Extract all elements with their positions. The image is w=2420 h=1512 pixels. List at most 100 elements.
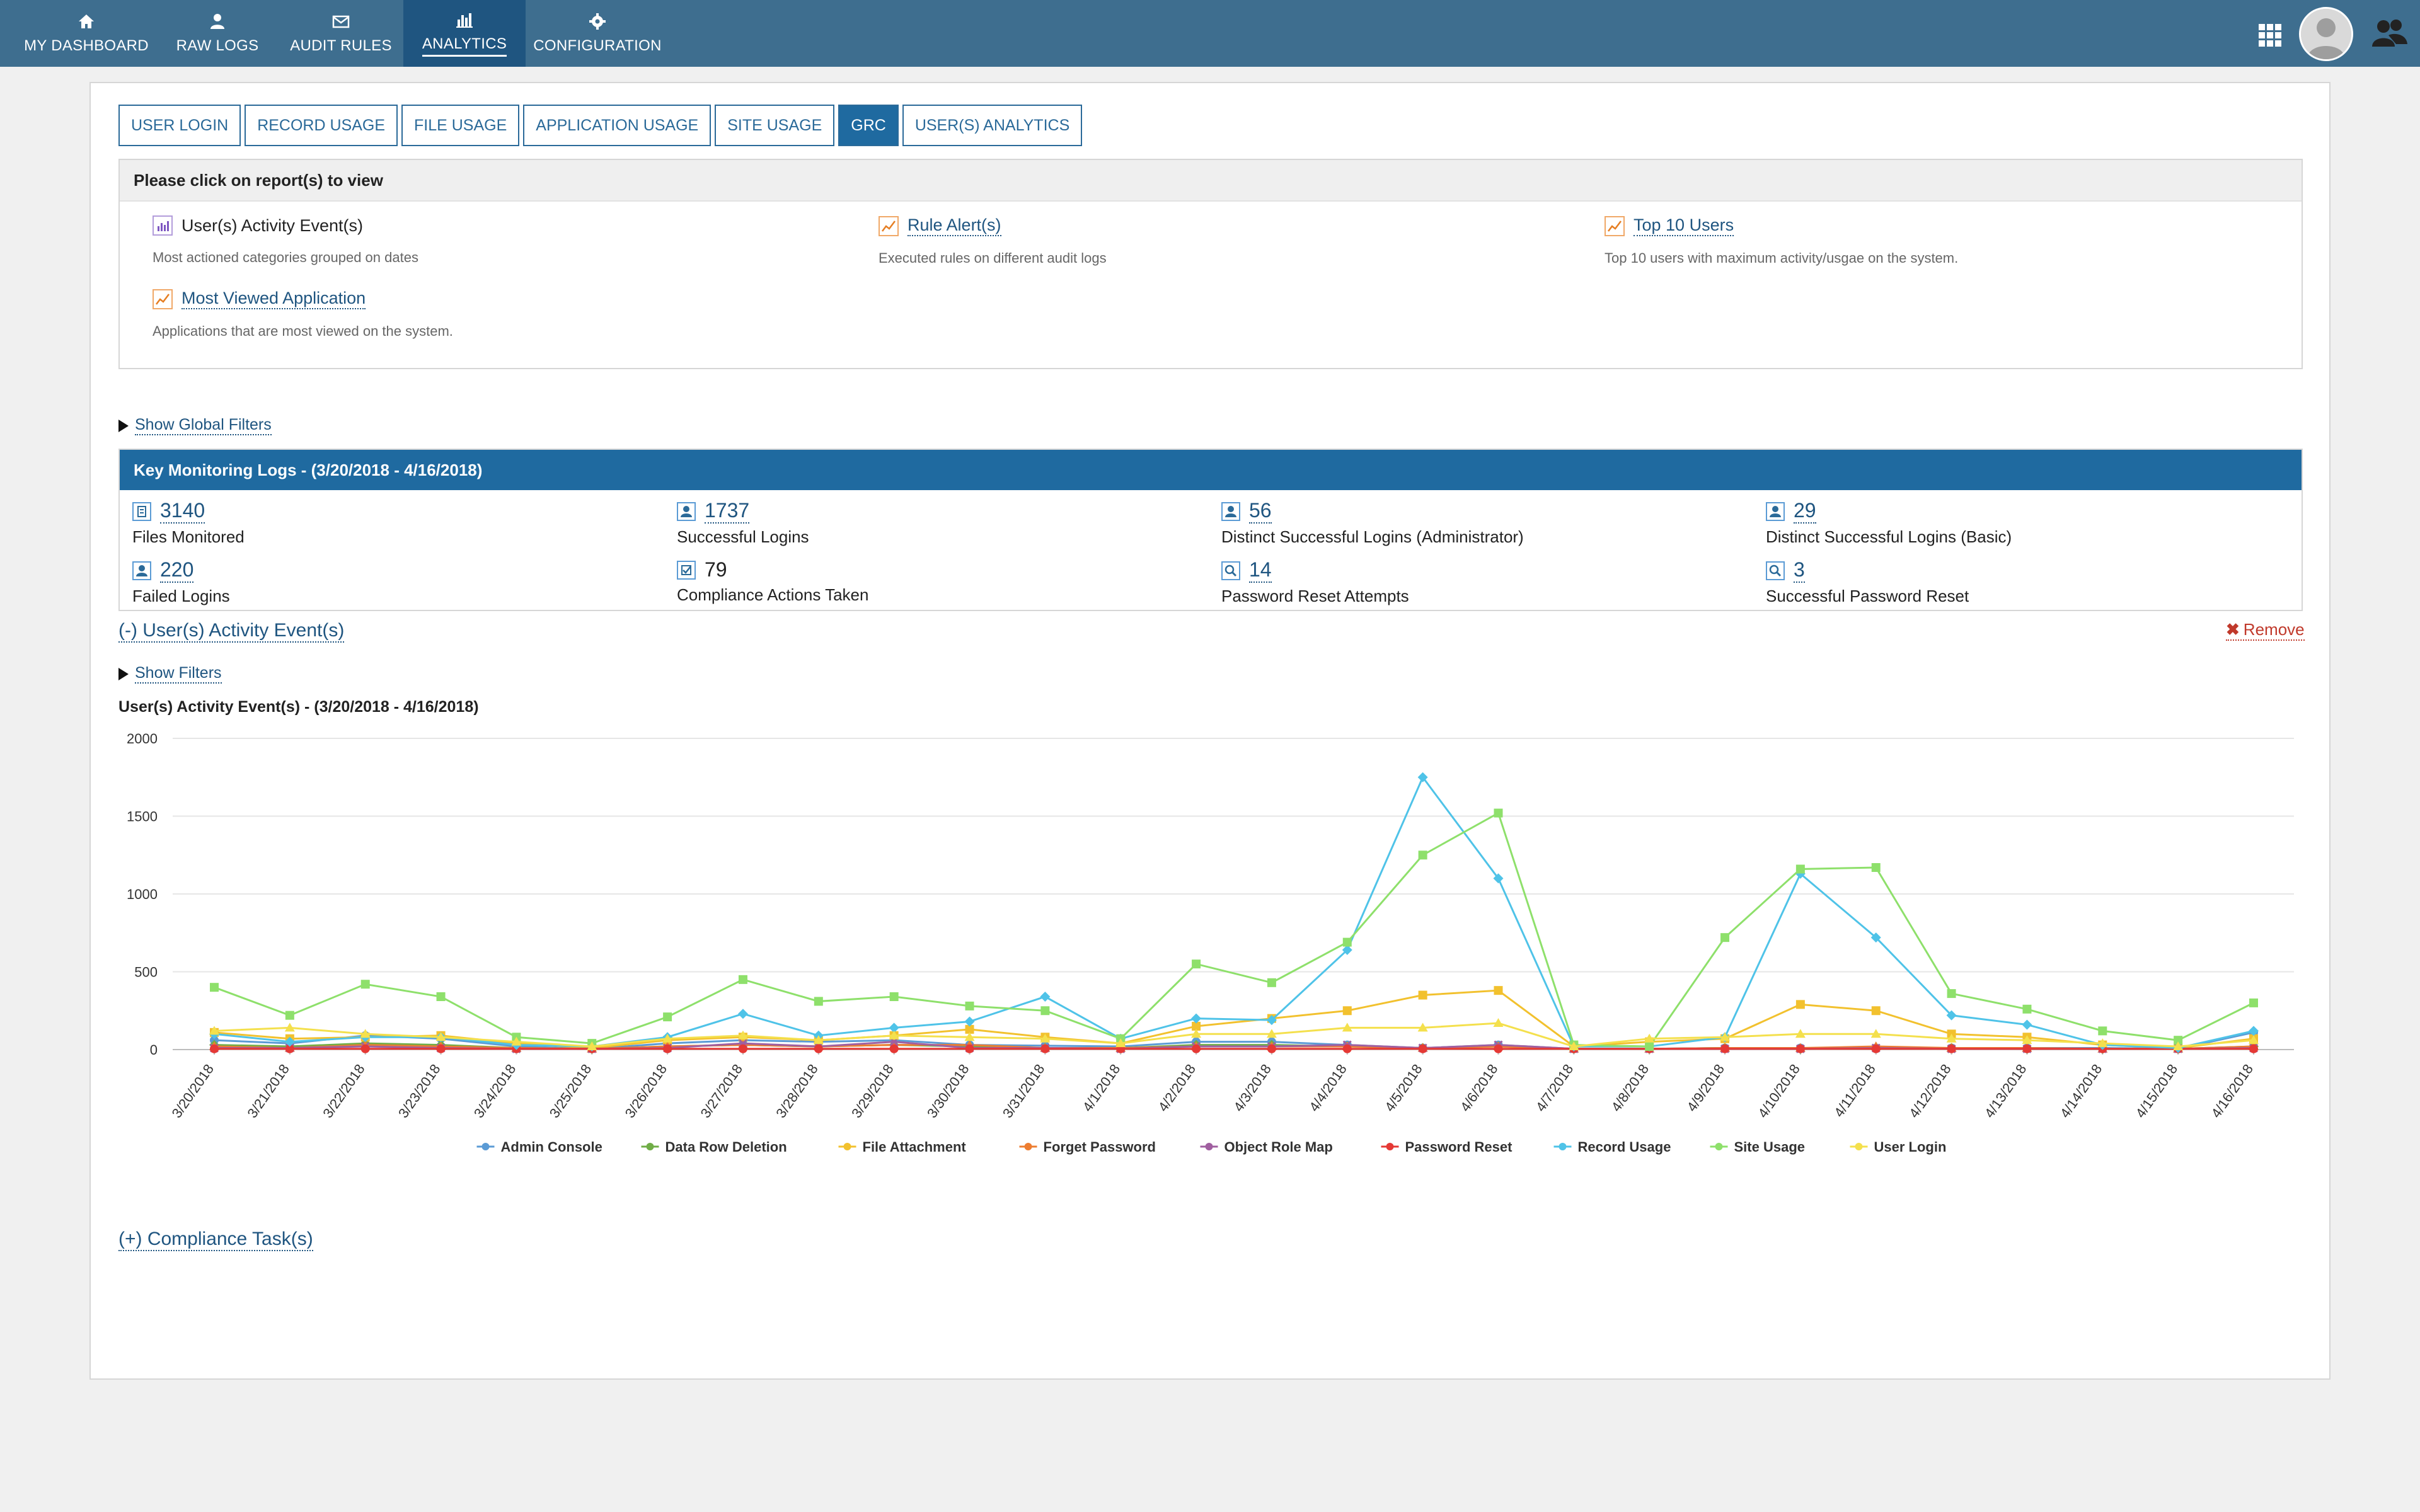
data-point xyxy=(1342,1044,1352,1053)
data-point xyxy=(2022,1019,2032,1030)
expand-triangle-icon xyxy=(118,419,129,432)
line-chart-icon xyxy=(153,289,173,309)
kml-header: Key Monitoring Logs - (3/20/2018 - 4/16/… xyxy=(120,450,2302,490)
users-group-icon[interactable] xyxy=(2370,18,2409,49)
data-point xyxy=(1494,808,1503,818)
report-title[interactable]: Most Viewed Application xyxy=(182,289,366,309)
nav-label: AUDIT RULES xyxy=(290,37,392,54)
nav-audit-rules[interactable]: AUDIT RULES xyxy=(285,0,397,67)
series-line xyxy=(214,811,2254,1048)
remove-button[interactable]: ✖ Remove xyxy=(2226,620,2305,641)
data-point xyxy=(1870,1029,1881,1038)
data-point xyxy=(737,1009,748,1019)
legend-label: File Attachment xyxy=(863,1139,967,1155)
legend-marker xyxy=(481,1143,490,1150)
metric-value[interactable]: 29 xyxy=(1794,499,1816,524)
tab-grc[interactable]: GRC xyxy=(838,105,899,146)
data-point xyxy=(814,1044,823,1053)
data-point xyxy=(209,1026,219,1035)
nav-raw-logs[interactable]: RAW LOGS xyxy=(171,0,263,67)
x-tick-label: 3/29/2018 xyxy=(848,1062,897,1121)
x-tick-label: 4/15/2018 xyxy=(2133,1062,2181,1121)
show-filters[interactable]: Show Filters xyxy=(118,664,222,684)
data-point xyxy=(1266,1029,1277,1038)
report-title[interactable]: User(s) Activity Event(s) xyxy=(182,215,364,235)
main-panel: USER LOGIN RECORD USAGE FILE USAGE APPLI… xyxy=(89,82,2331,1380)
data-point xyxy=(737,1030,748,1040)
data-point xyxy=(1040,992,1051,1002)
nav-configuration[interactable]: CONFIGURATION xyxy=(533,0,662,67)
data-point xyxy=(1342,937,1352,947)
tab-application-usage[interactable]: APPLICATION USAGE xyxy=(523,105,712,146)
data-point xyxy=(1645,1042,1654,1051)
x-tick-label: 3/31/2018 xyxy=(1000,1062,1048,1121)
data-point xyxy=(1192,1044,1201,1053)
tab-site-usage[interactable]: SITE USAGE xyxy=(715,105,835,146)
user-icon xyxy=(132,561,151,580)
tab-users-analytics[interactable]: USER(S) ANALYTICS xyxy=(902,105,1083,146)
data-point xyxy=(1191,1029,1202,1038)
data-point xyxy=(511,1036,522,1046)
y-tick-label: 500 xyxy=(134,965,158,980)
x-tick-label: 3/24/2018 xyxy=(471,1062,519,1121)
metric-value[interactable]: 56 xyxy=(1249,499,1272,524)
metric-value[interactable]: 220 xyxy=(160,558,194,583)
metric-value[interactable]: 1737 xyxy=(705,499,750,524)
legend-label: Admin Console xyxy=(501,1139,602,1155)
report-title[interactable]: Rule Alert(s) xyxy=(908,215,1001,236)
data-point xyxy=(1192,1021,1201,1031)
data-point xyxy=(1493,1018,1504,1028)
legend-marker xyxy=(843,1143,851,1150)
data-point xyxy=(2173,1041,2184,1051)
x-tick-label: 4/2/2018 xyxy=(1155,1062,1199,1114)
metric-value[interactable]: 3140 xyxy=(160,499,205,524)
tab-user-login[interactable]: USER LOGIN xyxy=(118,105,241,146)
nav-my-dashboard[interactable]: MY DASHBOARD xyxy=(15,0,158,67)
tab-record-usage[interactable]: RECORD USAGE xyxy=(245,105,398,146)
data-point xyxy=(1418,850,1427,860)
show-filters-link[interactable]: Show Filters xyxy=(135,664,222,684)
x-tick-label: 4/10/2018 xyxy=(1754,1062,1803,1121)
report-title[interactable]: Top 10 Users xyxy=(1634,215,1734,236)
show-global-filters-link[interactable]: Show Global Filters xyxy=(135,416,272,435)
check-icon xyxy=(677,560,696,580)
activity-line-chart: 0 500 1000 1500 2000 3/20/2018 3/21/2018 3/22/2… xyxy=(127,731,2294,1155)
data-point xyxy=(284,1022,295,1032)
nav-analytics[interactable]: ANALYTICS xyxy=(403,0,526,67)
data-point xyxy=(1115,1038,1126,1048)
metric-value[interactable]: 14 xyxy=(1249,558,1272,583)
envelope-icon xyxy=(331,12,350,31)
metric-value[interactable]: 3 xyxy=(1794,558,1805,583)
close-icon: ✖ xyxy=(2226,620,2240,639)
data-point xyxy=(663,1012,672,1022)
activity-section-toggle[interactable]: (-) User(s) Activity Event(s) xyxy=(118,620,345,643)
x-tick-label: 3/28/2018 xyxy=(773,1062,821,1121)
compliance-tasks-toggle[interactable]: (+) Compliance Task(s) xyxy=(118,1228,313,1251)
metric-label: Password Reset Attempts xyxy=(1221,587,1409,605)
x-tick-label: 4/14/2018 xyxy=(2057,1062,2106,1121)
nav-label: MY DASHBOARD xyxy=(24,37,149,54)
tab-file-usage[interactable]: FILE USAGE xyxy=(401,105,520,146)
data-point xyxy=(2249,1035,2259,1045)
data-point xyxy=(738,975,747,984)
metric-value: 79 xyxy=(705,558,727,581)
data-point xyxy=(285,1044,294,1053)
data-point xyxy=(1795,864,1805,874)
data-point xyxy=(1946,1033,1957,1043)
data-point xyxy=(2097,1038,2108,1048)
avatar[interactable] xyxy=(2299,7,2353,61)
data-point xyxy=(1946,1010,1957,1021)
show-global-filters[interactable]: Show Global Filters xyxy=(118,416,272,435)
data-point xyxy=(210,1044,219,1053)
user-icon xyxy=(1221,501,1240,521)
data-point xyxy=(360,1029,371,1038)
home-icon xyxy=(77,12,96,31)
x-tick-label: 4/12/2018 xyxy=(1906,1062,1954,1121)
data-point xyxy=(1795,1000,1805,1009)
apps-grid-icon[interactable] xyxy=(2257,23,2283,48)
legend-label: Data Row Deletion xyxy=(666,1139,787,1155)
x-tick-label: 3/26/2018 xyxy=(622,1062,671,1121)
x-tick-label: 4/5/2018 xyxy=(1381,1062,1426,1114)
metric-label: Successful Logins xyxy=(677,527,809,546)
data-point xyxy=(1192,959,1201,969)
